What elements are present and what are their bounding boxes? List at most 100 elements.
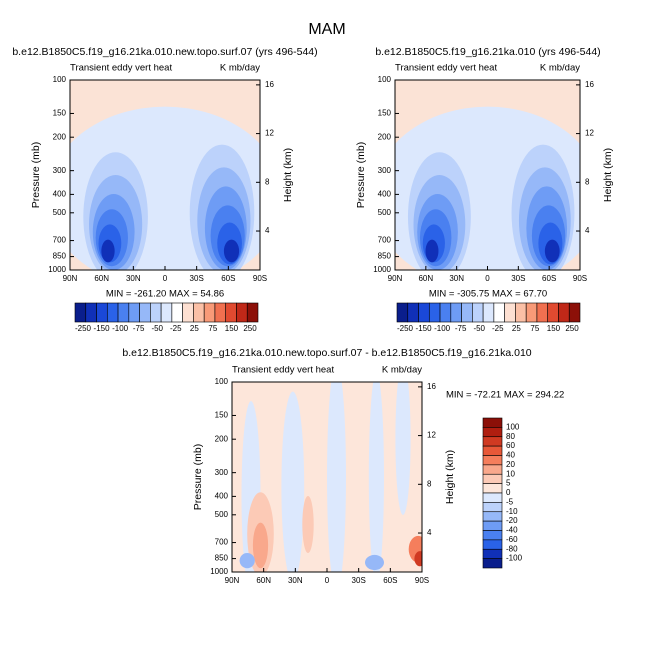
colorbar-box	[482, 417, 503, 428]
y-tick-label: 300	[378, 166, 392, 175]
colorbar-box	[407, 302, 419, 323]
field-shade	[368, 382, 384, 572]
colorbar-box	[525, 302, 538, 323]
y-axis-label: Pressure (mb)	[192, 444, 204, 511]
right-label: K mb/day	[382, 365, 422, 376]
y2-tick-label: 8	[427, 479, 432, 488]
colorbar-label: -100	[434, 324, 451, 333]
colorbar-box	[482, 492, 503, 503]
colorbar-box	[482, 302, 495, 323]
field	[395, 80, 580, 270]
y-tick-label: 200	[215, 434, 229, 443]
colorbar-box	[182, 302, 194, 323]
y-tick-label: 850	[53, 252, 67, 261]
colorbar-label: -10	[506, 507, 518, 516]
stats: MIN = -261.20 MAX = 54.86	[106, 289, 224, 300]
panel-title: b.e12.B1850C5.f19_g16.21ka.010 (yrs 496-…	[375, 46, 600, 58]
y-tick-label: 1000	[48, 265, 66, 274]
y-tick-label: 500	[53, 208, 67, 217]
y2-tick-label: 16	[265, 80, 274, 89]
y-tick-label: 100	[215, 377, 229, 386]
left-label: Transient eddy vert heat	[232, 365, 334, 376]
colorbar-label: 75	[208, 324, 217, 333]
y-tick-label: 300	[53, 166, 67, 175]
y2-tick-label: 4	[585, 226, 590, 235]
field-shade	[252, 522, 269, 569]
field-shade	[302, 496, 314, 553]
x-tick-label: 60N	[418, 274, 433, 283]
field-shade	[544, 239, 560, 263]
colorbar-label: -5	[506, 497, 514, 506]
colorbar-box	[515, 302, 527, 323]
x-tick-label: 60N	[256, 576, 271, 585]
y-tick-label: 100	[53, 75, 67, 84]
colorbar-box	[482, 502, 503, 513]
colorbar-box	[193, 302, 205, 323]
field-shade	[281, 391, 305, 572]
x-tick-label: 60S	[221, 274, 235, 283]
colorbar-label: 0	[506, 488, 511, 497]
colorbar-box	[85, 302, 97, 323]
field	[70, 80, 260, 270]
colorbar-label: -250	[397, 324, 414, 333]
colorbar-box	[450, 302, 462, 323]
x-tick-label: 90N	[388, 274, 403, 283]
y-tick-label: 700	[378, 236, 392, 245]
stats: MIN = -305.75 MAX = 67.70	[429, 289, 547, 300]
colorbar-label: -100	[506, 554, 523, 563]
colorbar-box	[74, 302, 87, 323]
colorbar-label: 80	[506, 432, 515, 441]
x-tick-label: 60S	[542, 274, 556, 283]
y2-tick-label: 16	[427, 382, 436, 391]
x-tick-label: 90N	[225, 576, 240, 585]
colorbar-box	[214, 302, 227, 323]
colorbar-label: -75	[133, 324, 145, 333]
y2-tick-label: 4	[265, 226, 270, 235]
colorbar-box	[482, 539, 503, 550]
y-tick-label: 300	[215, 468, 229, 477]
colorbar-box	[568, 302, 581, 323]
colorbar-label: 10	[506, 469, 515, 478]
y-tick-label: 100	[378, 75, 392, 84]
field-shade	[239, 553, 255, 569]
colorbar-label: -75	[455, 324, 467, 333]
field-shade	[425, 239, 439, 263]
colorbar-label: 25	[190, 324, 199, 333]
x-tick-label: 90S	[415, 576, 429, 585]
colorbar-label: -150	[416, 324, 433, 333]
x-tick-label: 30S	[511, 274, 525, 283]
x-tick-label: 30N	[126, 274, 141, 283]
right-label: K mb/day	[540, 63, 580, 74]
x-tick-label: 30S	[352, 576, 366, 585]
field-shade	[365, 554, 384, 571]
colorbar-label: -20	[506, 516, 518, 525]
left-label: Transient eddy vert heat	[395, 63, 497, 74]
colorbar-label: -25	[170, 324, 182, 333]
colorbar-label: 150	[547, 324, 561, 333]
field	[232, 382, 422, 572]
field-shade	[395, 382, 411, 515]
colorbar-label: -80	[506, 544, 518, 553]
field-shade	[223, 239, 240, 263]
colorbar-box	[396, 302, 409, 323]
y-tick-label: 150	[215, 411, 229, 420]
y-tick-label: 850	[215, 554, 229, 563]
colorbar-box	[128, 302, 140, 323]
colorbar-label: 5	[506, 479, 511, 488]
x-tick-label: 30S	[190, 274, 204, 283]
y2-tick-label: 16	[585, 80, 594, 89]
colorbar-label: 40	[506, 451, 515, 460]
y-axis-label: Pressure (mb)	[355, 142, 367, 209]
colorbar-box	[96, 302, 108, 323]
colorbar-box	[203, 302, 216, 323]
y-axis-label: Pressure (mb)	[30, 142, 42, 209]
y-tick-label: 150	[53, 109, 67, 118]
colorbar-box	[482, 520, 503, 531]
colorbar-box	[171, 302, 183, 323]
colorbar-box	[236, 302, 248, 323]
colorbar-box	[482, 436, 503, 447]
y2-tick-label: 8	[265, 177, 270, 186]
colorbar-box	[482, 464, 503, 475]
colorbar-box	[482, 558, 503, 569]
x-tick-label: 90S	[573, 274, 587, 283]
